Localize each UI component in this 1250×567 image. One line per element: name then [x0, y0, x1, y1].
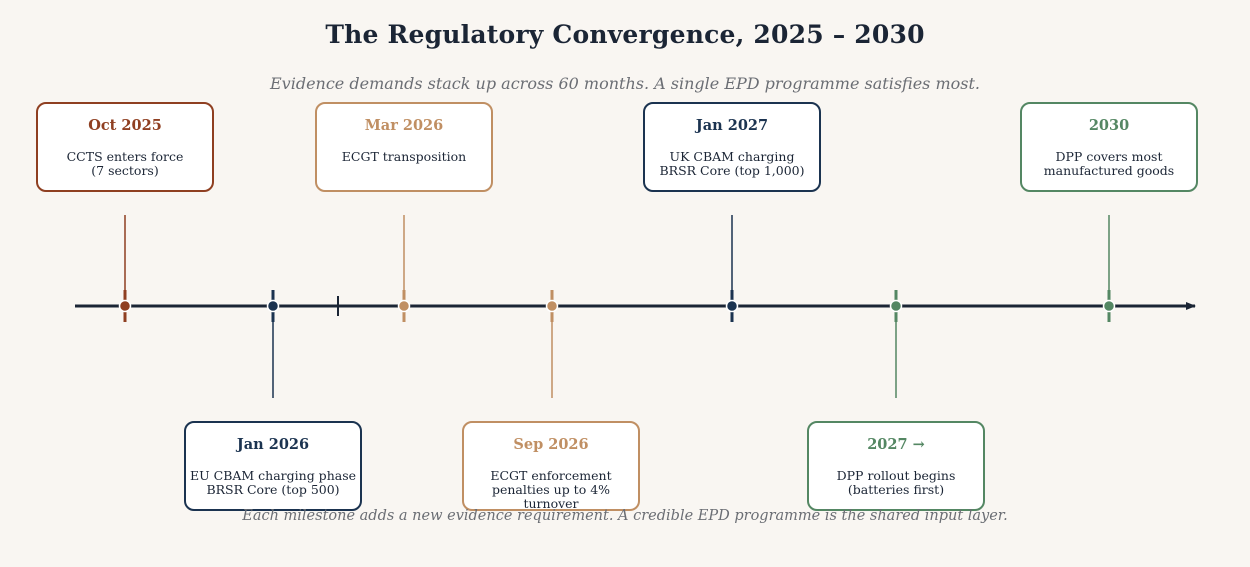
milestone-date: 2027 → — [867, 436, 925, 453]
milestone-card-jan-2026: Jan 2026 EU CBAM charging phase BRSR Cor… — [184, 421, 362, 511]
milestone-card-2030: 2030 DPP covers most manufactured goods — [1020, 102, 1198, 192]
milestone-date: Jan 2027 — [695, 117, 769, 134]
milestone-dot — [545, 299, 559, 313]
milestone-card-mar-2026: Mar 2026 ECGT transposition — [315, 102, 493, 192]
milestone-date: Mar 2026 — [364, 117, 444, 134]
milestone-dot — [1102, 299, 1116, 313]
milestone-dot — [118, 299, 132, 313]
milestone-card-jan-2027: Jan 2027 UK CBAM charging BRSR Core (top… — [643, 102, 821, 192]
milestone-description: DPP covers most manufactured goods — [1043, 149, 1175, 178]
milestone-date: Sep 2026 — [513, 436, 589, 453]
milestone-card-sep-2026: Sep 2026 ECGT enforcement penalties up t… — [462, 421, 640, 511]
milestone-dot — [725, 299, 739, 313]
milestone-date: Oct 2025 — [88, 117, 162, 134]
milestone-description: DPP rollout begins (batteries first) — [836, 468, 956, 497]
milestone-description: UK CBAM charging BRSR Core (top 1,000) — [659, 149, 805, 178]
milestone-description: ECGT enforcement penalties up to 4% turn… — [490, 468, 612, 511]
milestone-dot — [397, 299, 411, 313]
milestone-card-oct-2025: Oct 2025 CCTS enters force (7 sectors) — [36, 102, 214, 192]
milestone-description: CCTS enters force (7 sectors) — [66, 149, 184, 178]
milestone-dot — [889, 299, 903, 313]
footer-note: Each milestone adds a new evidence requi… — [242, 508, 1008, 524]
page-subtitle: Evidence demands stack up across 60 mont… — [269, 74, 981, 93]
milestone-description: ECGT transposition — [341, 149, 467, 164]
milestone-card-2027: 2027 → DPP rollout begins (batteries fir… — [807, 421, 985, 511]
milestone-description: EU CBAM charging phase BRSR Core (top 50… — [190, 468, 357, 497]
milestone-dot — [266, 299, 280, 313]
page-title: The Regulatory Convergence, 2025 – 2030 — [325, 20, 925, 49]
milestone-date: 2030 — [1088, 117, 1130, 134]
milestone-date: Jan 2026 — [236, 436, 310, 453]
